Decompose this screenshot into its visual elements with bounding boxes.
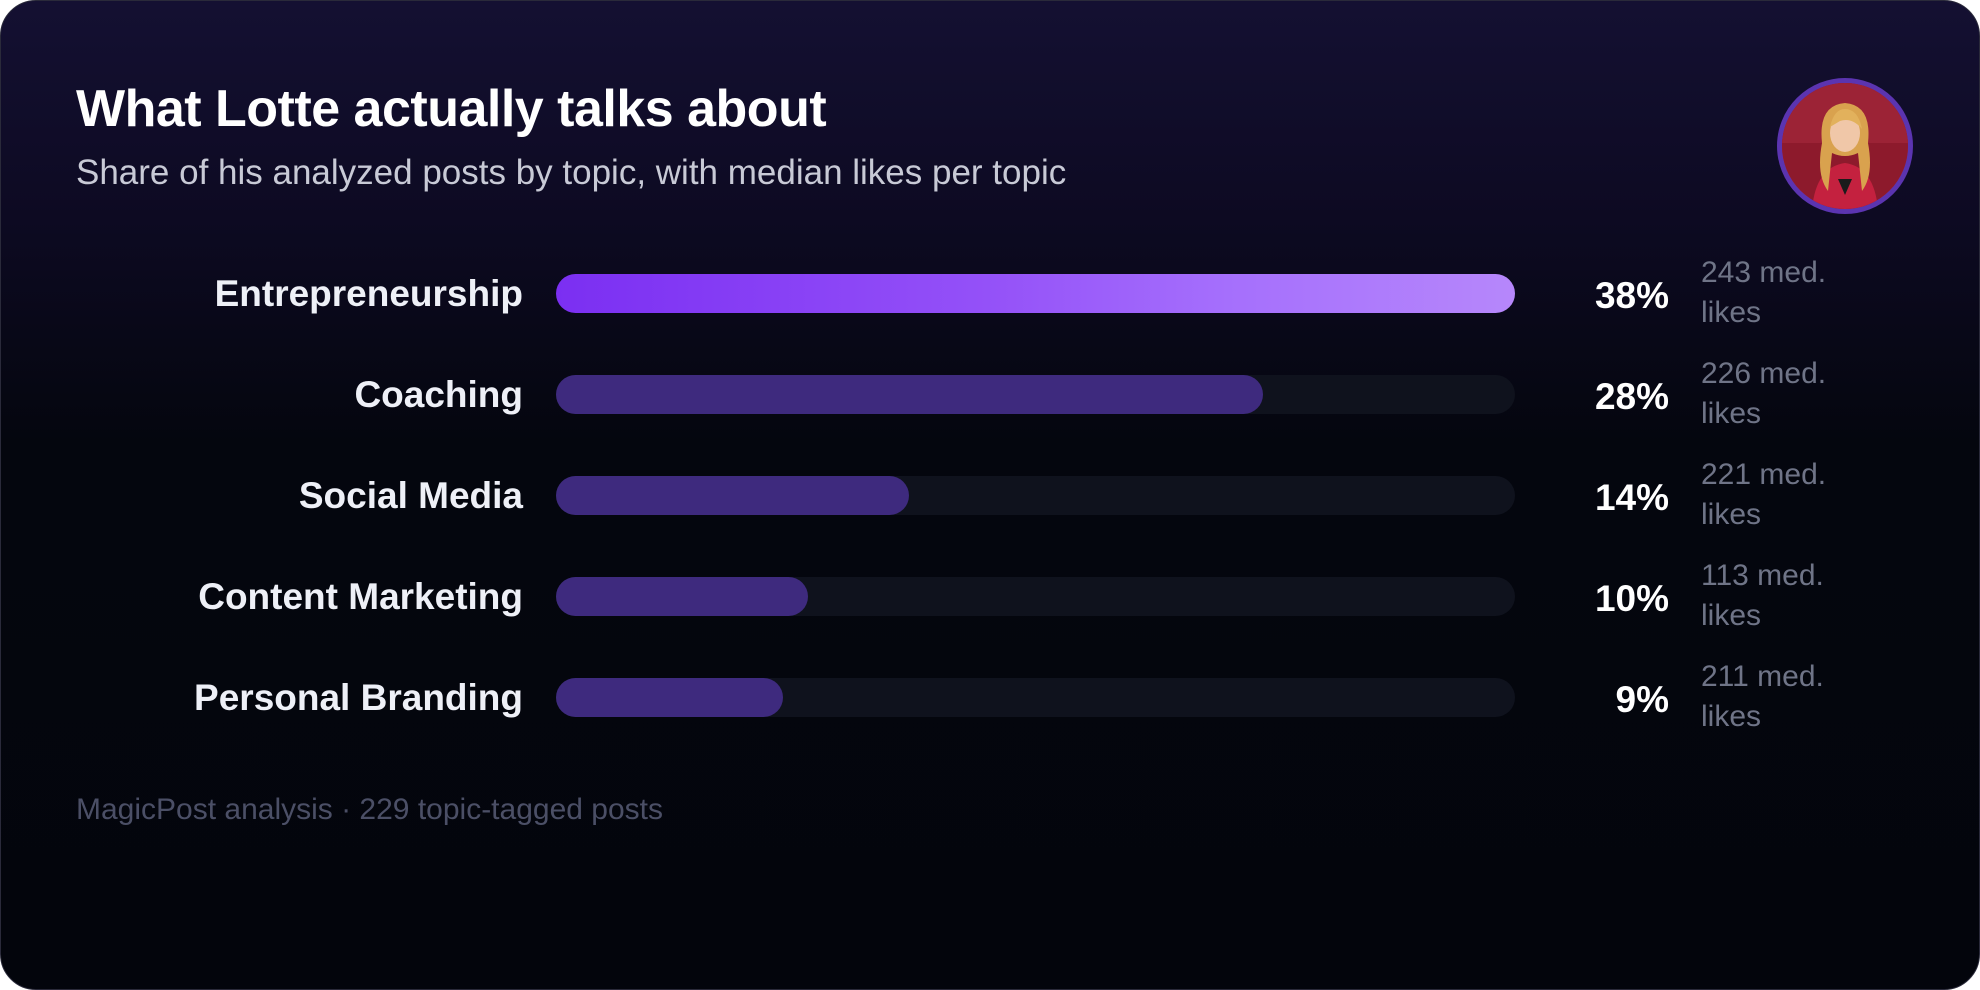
median-likes-label: 226 med. likes — [1701, 357, 1827, 430]
value-label: 28% — [1594, 376, 1669, 417]
bar — [556, 577, 808, 616]
category-label: Personal Branding — [194, 677, 523, 718]
bar — [556, 476, 909, 515]
bar-track — [556, 274, 1515, 313]
value-label: 9% — [1615, 679, 1669, 720]
bar — [556, 678, 783, 717]
avatar — [1777, 78, 1913, 214]
median-likes-label: 221 med. likes — [1701, 458, 1827, 531]
bar-track — [556, 678, 1515, 717]
bar-row: Social Media 14% 221 med. likes — [1, 455, 1979, 557]
chart-footer: MagicPost analysis · 229 topic-tagged po… — [76, 793, 663, 826]
bar — [556, 375, 1263, 414]
bar-row: Personal Branding 9% 211 med. likes — [1, 657, 1979, 759]
bar-track — [556, 375, 1515, 414]
median-likes-label: 113 med. likes — [1701, 559, 1824, 632]
bar — [556, 274, 1515, 313]
category-label: Entrepreneurship — [214, 273, 523, 314]
value-label: 10% — [1594, 578, 1669, 619]
category-label: Content Marketing — [198, 576, 523, 617]
median-likes-label: 243 med. likes — [1701, 256, 1827, 329]
chart-title: What Lotte actually talks about — [76, 80, 827, 138]
bar-row: Entrepreneurship 38% 243 med. likes — [1, 253, 1979, 355]
bar-row: Content Marketing 10% 113 med. likes — [1, 556, 1979, 658]
bar-track — [556, 577, 1515, 616]
value-label: 14% — [1594, 477, 1669, 518]
bar-track — [556, 476, 1515, 515]
category-label: Social Media — [298, 475, 523, 516]
value-label: 38% — [1594, 275, 1669, 316]
chart-subtitle: Share of his analyzed posts by topic, wi… — [76, 153, 1067, 192]
median-likes-label: 211 med. likes — [1701, 660, 1824, 733]
category-label: Coaching — [354, 374, 523, 415]
bar-row: Coaching 28% 226 med. likes — [1, 354, 1979, 456]
